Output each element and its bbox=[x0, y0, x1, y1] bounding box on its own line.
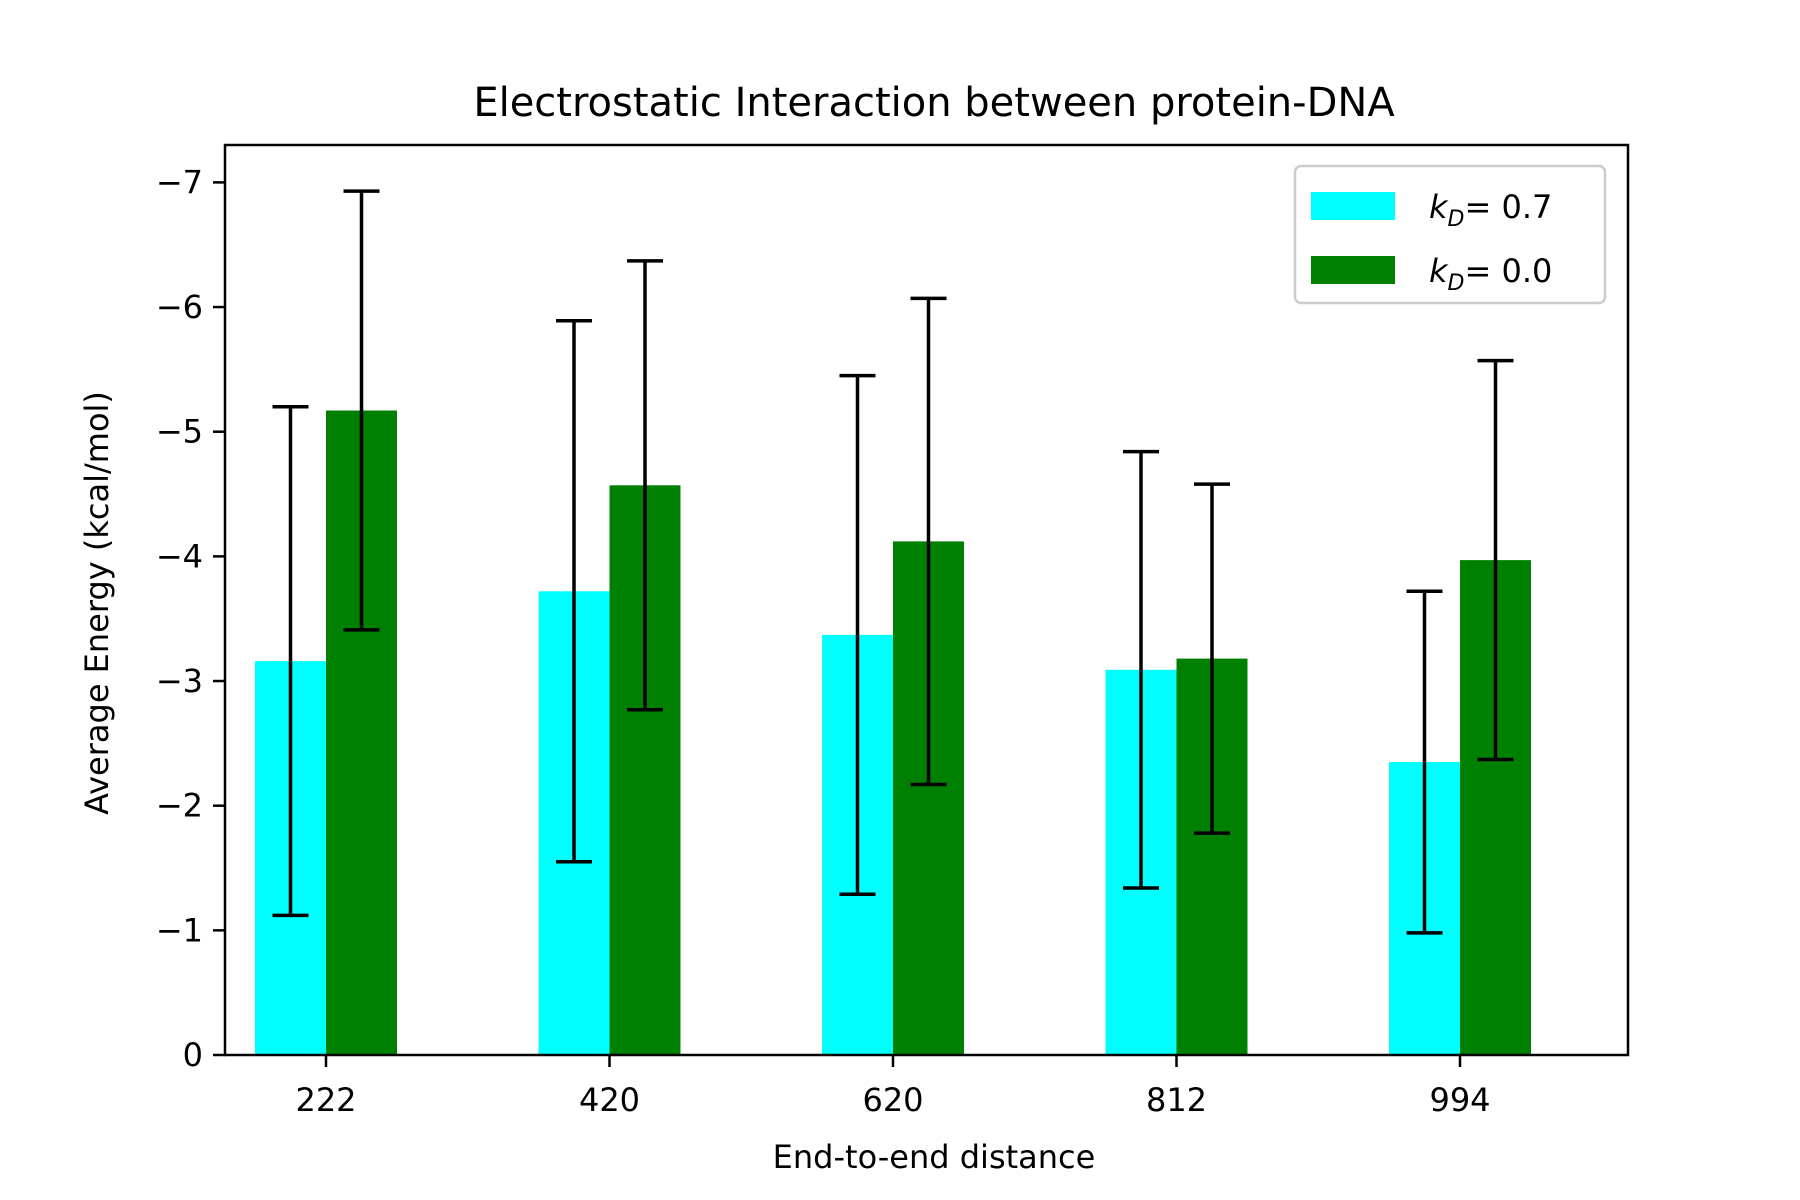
x-tick-label: 420 bbox=[579, 1081, 640, 1119]
x-axis-label: End-to-end distance bbox=[773, 1138, 1096, 1176]
y-tick-label: −7 bbox=[156, 163, 203, 201]
error-bar-994-series-1 bbox=[1406, 589, 1443, 935]
error-bar-994-series-2 bbox=[1477, 358, 1514, 762]
y-tick-label: −4 bbox=[156, 537, 203, 575]
y-tick-label: −1 bbox=[156, 911, 203, 949]
x-tick-label: 222 bbox=[295, 1081, 356, 1119]
plot-frame bbox=[223, 143, 1630, 1057]
legend-label: kD= 0.0 bbox=[1429, 252, 1552, 296]
error-bar-620-series-1 bbox=[839, 373, 876, 896]
error-bar-620-series-2 bbox=[910, 296, 947, 787]
y-tick-label: −5 bbox=[156, 413, 203, 451]
x-tick-label: 812 bbox=[1146, 1081, 1207, 1119]
y-axis-label: Average Energy (kcal/mol) bbox=[78, 391, 116, 815]
error-bar-420-series-1 bbox=[556, 319, 592, 864]
plot-area: 0 −1 −2 −3 −4 −5 −6 −7 222 420 620 812 994 bbox=[156, 143, 1630, 1119]
x-tick-label: 620 bbox=[862, 1081, 923, 1119]
x-tick-label: 994 bbox=[1429, 1081, 1490, 1119]
legend-swatch bbox=[1311, 256, 1395, 284]
error-bar-222-series-1 bbox=[272, 405, 309, 918]
error-bar-420-series-2 bbox=[627, 259, 663, 712]
legend: kD= 0.7 kD= 0.0 bbox=[1293, 164, 1607, 305]
legend-swatch bbox=[1311, 192, 1395, 220]
y-tick-label: −6 bbox=[156, 288, 203, 326]
error-bar-812-series-2 bbox=[1194, 482, 1230, 835]
legend-label: kD= 0.7 bbox=[1429, 188, 1552, 232]
chart-title: Electrostatic Interaction between protei… bbox=[473, 80, 1395, 126]
legend-entry: kD= 0.7 bbox=[1311, 188, 1552, 232]
error-bar-222-series-2 bbox=[343, 189, 380, 632]
y-tick-label: −3 bbox=[156, 662, 203, 700]
y-tick-label: −2 bbox=[156, 787, 203, 825]
error-bar-812-series-1 bbox=[1123, 449, 1159, 890]
y-tick-label: 0 bbox=[183, 1036, 203, 1074]
legend-entry: kD= 0.0 bbox=[1311, 252, 1552, 296]
